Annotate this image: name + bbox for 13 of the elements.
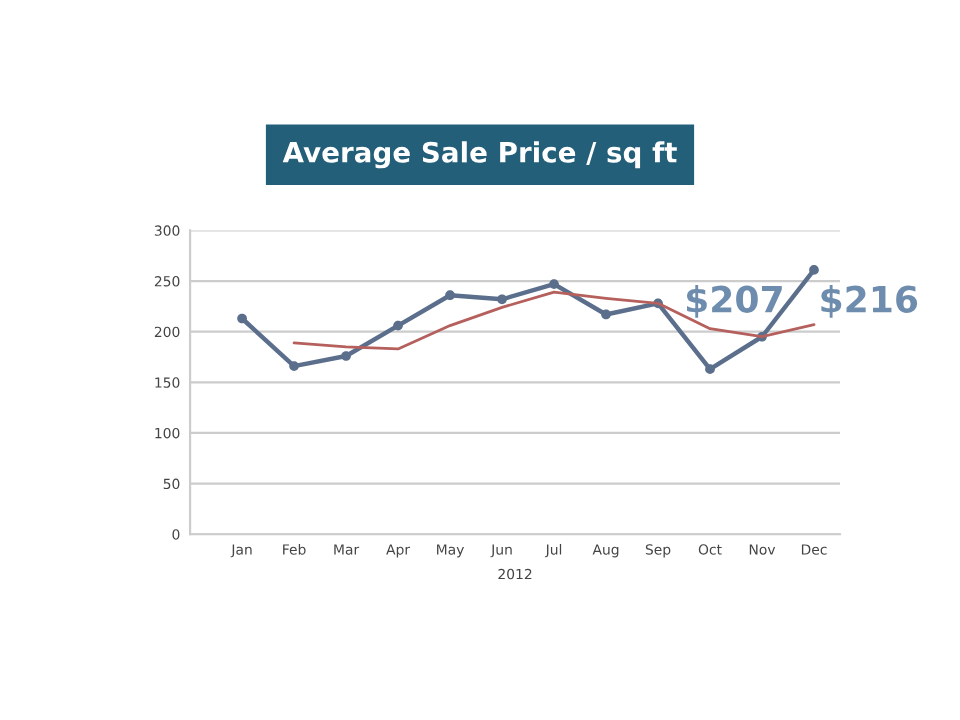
point	[705, 364, 715, 375]
point	[497, 294, 507, 305]
point	[445, 290, 455, 301]
point	[809, 265, 819, 275]
annotation: $207	[686, 284, 782, 318]
point	[237, 313, 247, 324]
point	[289, 361, 299, 371]
point	[393, 320, 403, 331]
point	[601, 309, 611, 320]
point	[341, 351, 351, 361]
chart-title: Average Sale Price / sq ft	[282, 141, 677, 169]
annotation: $216	[821, 284, 918, 318]
point	[549, 279, 559, 289]
